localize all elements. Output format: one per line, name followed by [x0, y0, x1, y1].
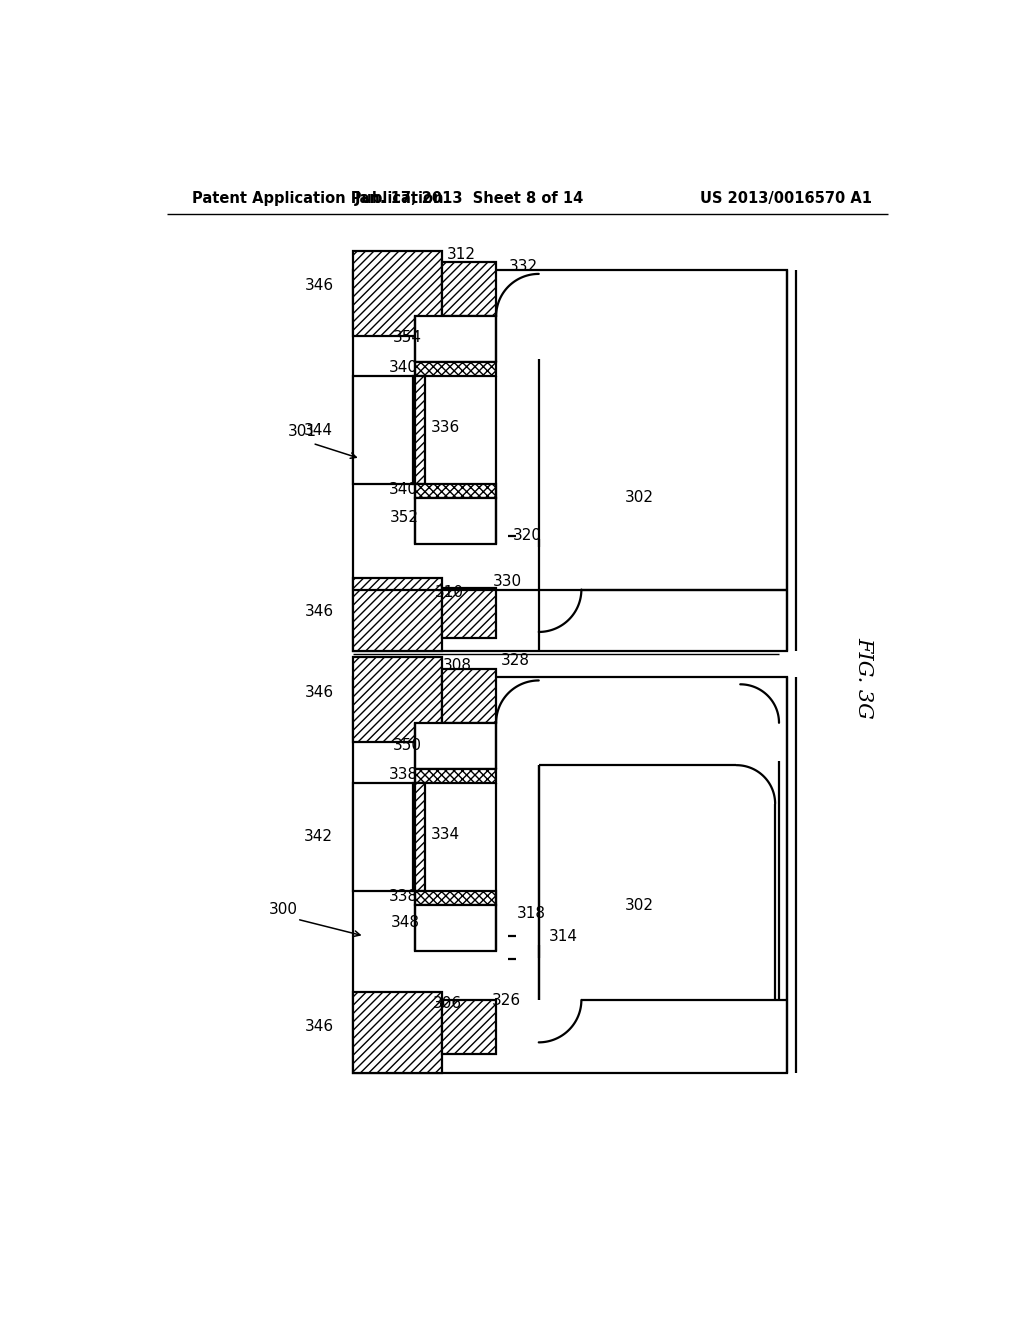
- Text: 302: 302: [625, 490, 654, 504]
- Text: 344: 344: [303, 422, 333, 438]
- Text: 318: 318: [516, 906, 546, 920]
- Bar: [442, 263, 496, 317]
- Text: 332: 332: [509, 259, 538, 273]
- Bar: [352, 993, 442, 1073]
- Text: 302: 302: [625, 898, 654, 913]
- Text: 348: 348: [391, 915, 420, 929]
- Bar: [442, 589, 496, 638]
- Text: 338: 338: [388, 767, 418, 781]
- Text: 340: 340: [389, 360, 418, 375]
- Text: 320: 320: [513, 528, 542, 544]
- Text: 306: 306: [433, 997, 462, 1011]
- Bar: [415, 363, 496, 376]
- Text: 350: 350: [392, 738, 422, 752]
- Text: 346: 346: [305, 1019, 334, 1035]
- Text: 334: 334: [431, 826, 461, 842]
- Bar: [352, 578, 442, 651]
- Text: 340: 340: [389, 482, 418, 498]
- Bar: [352, 251, 442, 335]
- Text: 312: 312: [446, 247, 476, 263]
- Text: 354: 354: [392, 330, 422, 346]
- Text: FIG. 3G: FIG. 3G: [855, 638, 873, 719]
- Text: 308: 308: [442, 657, 472, 673]
- Text: US 2013/0016570 A1: US 2013/0016570 A1: [700, 191, 872, 206]
- Text: 310: 310: [435, 585, 464, 601]
- Bar: [352, 677, 786, 1073]
- Bar: [415, 723, 496, 770]
- Text: 328: 328: [501, 653, 530, 668]
- Text: 330: 330: [494, 574, 522, 589]
- Bar: [414, 376, 425, 484]
- Bar: [415, 770, 496, 783]
- Text: 346: 346: [305, 603, 334, 619]
- Bar: [352, 376, 415, 484]
- Text: 314: 314: [549, 928, 579, 944]
- Text: 352: 352: [390, 511, 419, 525]
- Bar: [414, 783, 425, 891]
- Text: 342: 342: [303, 829, 333, 845]
- Text: 300: 300: [268, 902, 298, 916]
- Bar: [442, 669, 496, 723]
- Bar: [415, 904, 496, 950]
- Bar: [442, 1001, 496, 1053]
- Text: 336: 336: [431, 420, 461, 436]
- Bar: [352, 783, 415, 891]
- Bar: [415, 317, 496, 363]
- Bar: [352, 657, 442, 742]
- Bar: [415, 891, 496, 904]
- Text: 346: 346: [305, 685, 334, 700]
- Text: Jan. 17, 2013  Sheet 8 of 14: Jan. 17, 2013 Sheet 8 of 14: [354, 191, 584, 206]
- Text: 346: 346: [305, 279, 334, 293]
- Text: 301: 301: [288, 424, 316, 440]
- Bar: [415, 484, 496, 498]
- Text: 338: 338: [388, 888, 418, 904]
- Text: Patent Application Publication: Patent Application Publication: [191, 191, 443, 206]
- Text: 326: 326: [492, 993, 521, 1007]
- Bar: [352, 271, 786, 651]
- Bar: [415, 498, 496, 544]
